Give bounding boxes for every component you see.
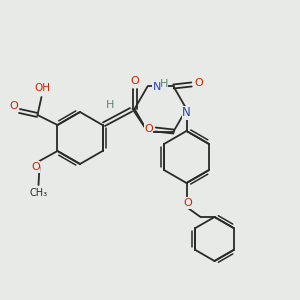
Text: O: O <box>194 79 203 88</box>
Text: N: N <box>152 82 161 92</box>
Text: O: O <box>183 198 192 208</box>
Text: OH: OH <box>34 83 50 93</box>
Text: O: O <box>130 76 139 86</box>
Text: O: O <box>9 101 18 111</box>
Text: N: N <box>182 106 191 119</box>
Text: CH₃: CH₃ <box>29 188 47 198</box>
Text: O: O <box>144 124 153 134</box>
Text: O: O <box>31 162 40 172</box>
Text: H: H <box>106 100 115 110</box>
Text: H: H <box>160 80 168 89</box>
